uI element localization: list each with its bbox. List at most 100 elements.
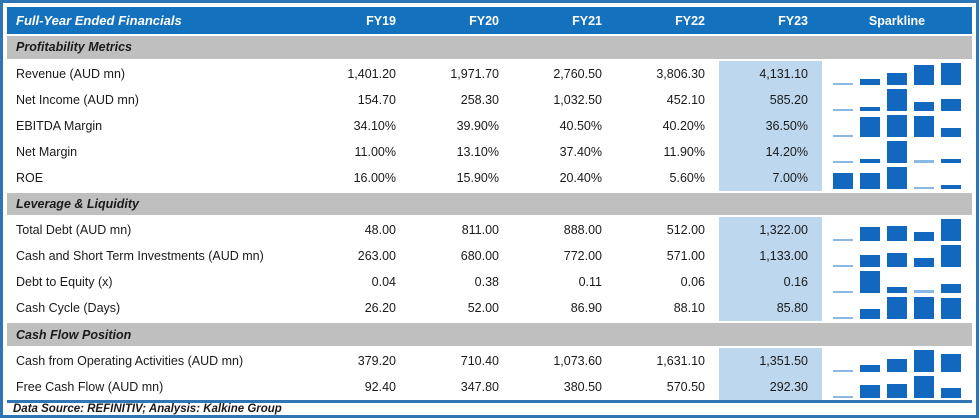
data-source-footer: Data Source: REFINITIV; Analysis: Kalkin… [7,400,972,415]
sparkline-bar [941,388,961,399]
cell-fy20: 710.40 [460,354,499,369]
col-header-sparkline: Sparkline [868,13,926,28]
sparkline [822,139,972,165]
section-header-profitability: Profitability Metrics [7,36,972,59]
cell-fy19: 0.04 [371,275,396,290]
sparkline-bar [914,350,934,373]
sparkline [822,269,972,295]
row-label: Cash Cycle (Days) [16,301,121,316]
cell-fy19: 34.10% [353,118,396,133]
cell-fy21: 20.40% [559,170,602,185]
sparkline [822,348,972,374]
sparkline-bar [914,232,934,242]
sparkline-bar [914,258,934,268]
sparkline-bar [860,227,880,242]
cell-fy23-highlight: 292.30 [719,374,822,401]
sparkline-bar [887,140,907,163]
sparkline-bar [941,184,961,189]
sparkline-bar [833,265,853,268]
cell-fy19: 48.00 [364,223,396,238]
cell-fy20: 347.80 [460,380,499,395]
sparkline-bar [914,115,934,137]
row-label: Cash and Short Term Investments (AUD mn) [16,249,264,264]
sparkline-bar [941,245,961,268]
row-label: Free Cash Flow (AUD mn) [16,380,164,395]
cell-fy21: 37.40% [559,144,602,159]
data-source-text: Data Source: REFINITIV; Analysis: Kalkin… [13,403,282,416]
cell-fy19: 16.00% [353,170,396,185]
row-label: Total Debt (AUD mn) [16,223,132,238]
cell-fy23-highlight: 1,133.00 [719,243,822,270]
sparkline-bar [860,309,880,320]
cell-fy22: 5.60% [669,170,705,185]
cell-fy19: 1,401.20 [347,66,396,81]
sparkline-bar [887,226,907,242]
sparkline-bar [941,98,961,111]
cell-fy23-highlight: 7.00% [719,164,822,191]
row-label: Revenue (AUD mn) [16,66,126,81]
sparkline-bar [914,186,934,189]
sparkline-bar [860,106,880,111]
cell-fy23-highlight: 1,351.50 [719,348,822,375]
table-row-ebitda-margin: EBITDA Margin 34.10% 39.90% 40.50% 40.20… [7,112,972,139]
sparkline [822,243,972,269]
cell-fy20: 13.10% [456,144,499,159]
cell-fy23-highlight: 36.50% [719,112,822,139]
sparkline-bar [887,253,907,268]
sparkline-bar [887,297,907,320]
col-header-fy20: FY20 [469,13,499,28]
cell-fy22: 11.90% [663,144,705,159]
row-label: Net Margin [16,144,78,159]
cell-fy21: 1,032.50 [553,92,602,107]
sparkline-bar [941,298,961,320]
sparkline-bar [914,64,934,85]
table-row-debt-to-equity: Debt to Equity (x) 0.04 0.38 0.11 0.06 0… [7,269,972,296]
sparkline-bar [860,116,880,137]
sparkline-bar [941,219,961,242]
sparkline-bar [914,159,934,163]
table-row-net-margin: Net Margin 11.00% 13.10% 37.40% 11.90% 1… [7,138,972,165]
cell-fy20: 39.90% [456,118,499,133]
cell-fy23-highlight: 1,322.00 [719,217,822,244]
sparkline-bar [941,127,961,137]
sparkline-bar [860,158,880,163]
sparkline-bar [887,88,907,111]
cell-fy22: 88.10 [673,301,705,316]
sparkline-bar [914,101,934,111]
sparkline-bar [887,166,907,189]
cell-fy22: 0.06 [680,275,705,290]
table-header-row: Full-Year Ended Financials FY19 FY20 FY2… [7,7,972,34]
cell-fy21: 0.11 [578,275,602,290]
sparkline-bar [860,385,880,399]
col-header-fy19: FY19 [366,13,396,28]
cell-fy19: 263.00 [357,249,396,264]
row-label: ROE [16,170,44,185]
sparkline-bar [914,376,934,399]
sparkline-bar [887,72,907,85]
sparkline-bar [833,370,853,373]
row-label: Net Income (AUD mn) [16,92,139,107]
sparkline-bar [833,82,853,85]
sparkline-bar [887,114,907,137]
section-title: Cash Flow Position [16,327,132,342]
section-title: Profitability Metrics [16,40,132,55]
row-label: Debt to Equity (x) [16,275,113,290]
sparkline-bar [941,354,961,373]
cell-fy20: 15.90% [456,170,499,185]
sparkline-bar [833,134,853,137]
sparkline-bar [860,78,880,85]
sparkline-bar [941,158,961,163]
cell-fy20: 0.38 [474,275,499,290]
sparkline-bar [860,255,880,268]
cell-fy21: 1,073.60 [553,354,602,369]
cell-fy20: 1,971.70 [450,66,499,81]
table-row-fcf: Free Cash Flow (AUD mn) 92.40 347.80 380… [7,374,972,401]
sparkline-bar [860,365,880,373]
cell-fy22: 1,631.10 [656,354,705,369]
table-row-total-debt: Total Debt (AUD mn) 48.00 811.00 888.00 … [7,217,972,244]
sparkline [822,295,972,321]
cell-fy21: 380.50 [563,380,602,395]
sparkline [822,217,972,243]
sparkline [822,113,972,139]
